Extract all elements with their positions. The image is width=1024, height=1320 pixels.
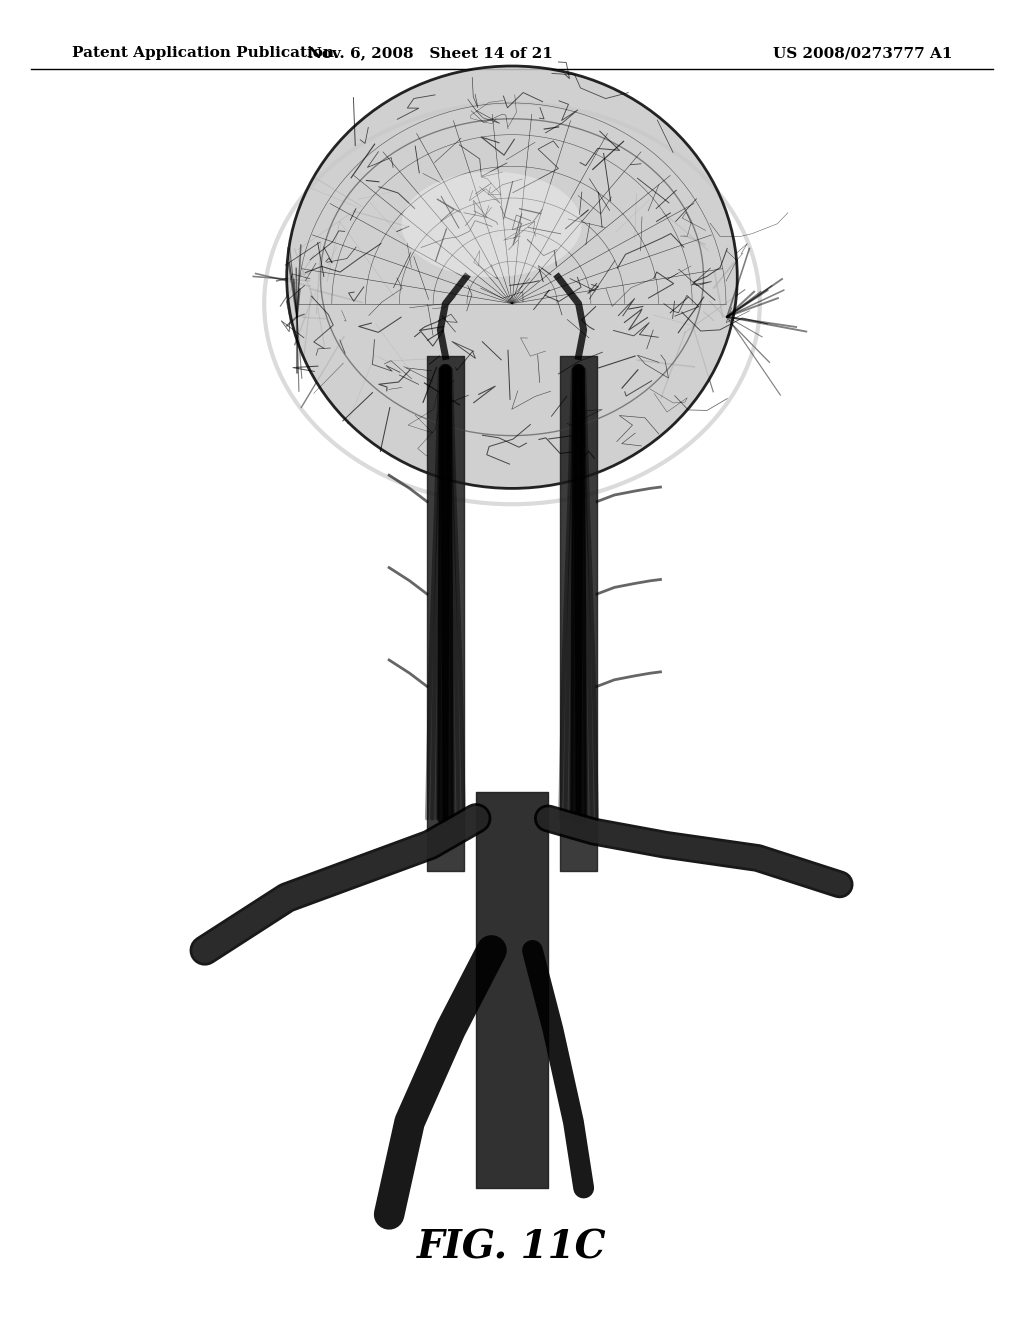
Text: US 2008/0273777 A1: US 2008/0273777 A1 [773,46,952,61]
Text: Nov. 6, 2008   Sheet 14 of 21: Nov. 6, 2008 Sheet 14 of 21 [307,46,553,61]
Ellipse shape [287,66,737,488]
Text: FIG. 11C: FIG. 11C [417,1229,607,1266]
Text: Patent Application Publication: Patent Application Publication [72,46,334,61]
Ellipse shape [401,172,582,277]
